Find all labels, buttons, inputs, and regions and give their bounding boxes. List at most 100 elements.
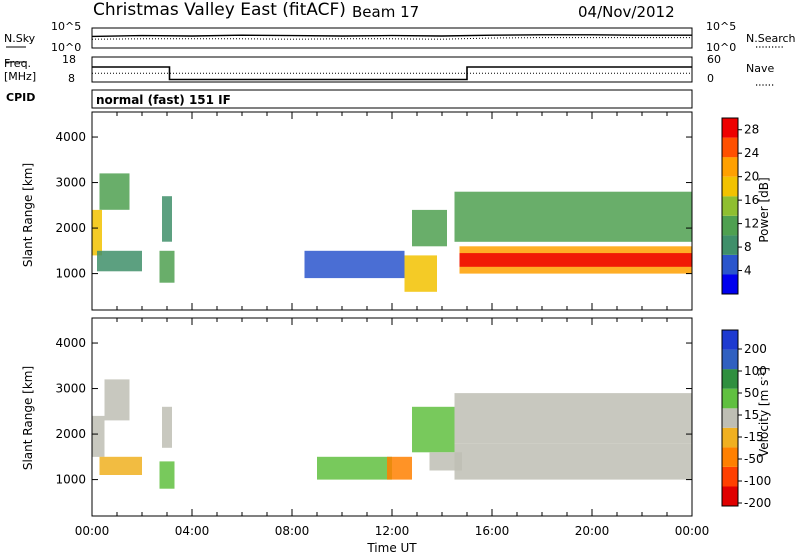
- nsearch-right-tick-bottom: 10^0: [706, 41, 736, 54]
- colorbar-segment: [722, 408, 738, 428]
- heatmap-region: [429, 452, 462, 471]
- heatmap-region: [454, 393, 692, 444]
- colorbar-tick-label: 4: [744, 264, 752, 278]
- y-tick-label: 1000: [55, 473, 86, 487]
- nsearch-label: N.Search: [746, 32, 796, 45]
- y-tick-label: 4000: [55, 336, 86, 350]
- heatmap-region: [404, 255, 437, 292]
- colorbar-segment: [722, 486, 738, 506]
- y-tick-label: 2000: [55, 221, 86, 235]
- freq-series-line: [92, 66, 692, 81]
- heatmap-region: [454, 443, 692, 480]
- heatmap-region: [454, 191, 692, 242]
- freq-unit-label: [MHz]: [4, 70, 36, 83]
- colorbar-segment: [722, 466, 738, 487]
- power-colorbar-label: Power [dB]: [757, 177, 771, 242]
- colorbar-tick-label: -100: [744, 474, 771, 488]
- nsearch-series-line: [91, 37, 692, 40]
- colorbar-tick-label: 200: [744, 342, 767, 356]
- heatmap-region: [97, 250, 142, 272]
- colorbar-segment: [722, 388, 738, 409]
- y-tick-label: 2000: [55, 427, 86, 441]
- colorbar-tick-label: -15: [744, 430, 764, 444]
- x-tick-label: 00:00: [75, 524, 110, 538]
- velocity-colorbar: 200 100 50 15 -15 -50 -100 -200: [721, 329, 771, 510]
- heatmap-region: [304, 250, 405, 279]
- heatmap-region: [459, 253, 692, 267]
- heatmap-region: [412, 406, 455, 453]
- heatmap-region: [317, 456, 392, 480]
- date-label: 04/Nov/2012: [578, 3, 675, 21]
- heatmap-region: [159, 250, 175, 283]
- heatmap-region: [159, 461, 175, 489]
- colorbar-segment: [722, 427, 738, 448]
- cpid-label: CPID: [6, 91, 35, 104]
- colorbar-segment: [722, 447, 738, 467]
- nsky-left-tick-top: 10^5: [51, 20, 81, 33]
- velocity-y-axis-label: Slant Range [km]: [21, 366, 35, 470]
- colorbar-tick-label: 16: [744, 193, 759, 207]
- colorbar-segment: [722, 254, 738, 275]
- colorbar-tick-label: 15: [744, 408, 759, 422]
- heatmap-region: [162, 406, 172, 448]
- freq-tick-top: 18: [62, 53, 76, 66]
- heatmap-region: [99, 173, 130, 210]
- power-x-ticks: [91, 112, 693, 310]
- heatmap-region: [162, 196, 172, 242]
- nsky-label: N.Sky: [4, 32, 36, 45]
- colorbar-segment: [722, 176, 738, 197]
- nsearch-right-tick-top: 10^5: [706, 20, 736, 33]
- colorbar-tick-label: 100: [744, 364, 767, 378]
- freq-panel-frame: [91, 56, 693, 83]
- colorbar-segment: [722, 349, 738, 370]
- nave-tick-top: 60: [707, 53, 721, 66]
- colorbar-segment: [722, 157, 738, 177]
- nave-tick-bottom: 0: [707, 72, 714, 85]
- velocity-y-ticks: 1000 2000 3000 4000: [55, 336, 692, 487]
- colorbar-tick-label: 12: [744, 217, 759, 231]
- x-tick-label: 00:00: [675, 524, 710, 538]
- cpid-panel-frame: [91, 89, 693, 109]
- x-tick-label: 16:00: [475, 524, 510, 538]
- colorbar-frame: [721, 329, 739, 507]
- power-colorbar: 4 8 12 16 20 24 28: [721, 117, 759, 295]
- velocity-x-ticks: 00:00 04:00 08:00 12:00 16:00 20:00 00:00: [75, 318, 710, 538]
- colorbar-tick-label: 50: [744, 386, 759, 400]
- y-tick-label: 1000: [55, 267, 86, 281]
- colorbar-segment: [722, 369, 738, 389]
- colorbar-tick-label: -50: [744, 452, 764, 466]
- heatmap-region: [92, 209, 102, 256]
- y-tick-label: 3000: [55, 176, 86, 190]
- nsky-left-tick-bottom: 10^0: [51, 41, 81, 54]
- colorbar-tick-label: 24: [744, 146, 759, 160]
- heatmap-region: [92, 415, 105, 457]
- x-tick-label: 08:00: [275, 524, 310, 538]
- heatmap-region: [412, 209, 447, 247]
- nsky-series-line: [91, 34, 692, 38]
- colorbar-segment: [722, 118, 738, 138]
- colorbar-segment: [722, 330, 738, 350]
- x-tick-label: 04:00: [175, 524, 210, 538]
- beam-label: Beam 17: [352, 3, 419, 21]
- freq-tick-bottom: 8: [68, 72, 75, 85]
- freq-label: Freq.: [4, 57, 31, 70]
- colorbar-tick-label: 20: [744, 170, 759, 184]
- colorbar-tick-label: 28: [744, 123, 759, 137]
- x-tick-label: 12:00: [375, 524, 410, 538]
- heatmap-region: [99, 456, 142, 475]
- title: Christmas Valley East (fitACF): [93, 0, 346, 20]
- nave-label: Nave: [746, 62, 774, 75]
- cpid-text: normal (fast) 151 IF: [96, 93, 231, 107]
- heatmap-region: [104, 379, 130, 421]
- power-y-axis-label: Slant Range [km]: [21, 163, 35, 267]
- velocity-colorbar-label: Velocity [m s-1]: [757, 367, 772, 457]
- colorbar-tick-label: -200: [744, 496, 771, 510]
- colorbar-segment: [722, 196, 738, 216]
- colorbar-segment: [722, 274, 738, 294]
- velocity-heatmap: [92, 379, 692, 489]
- x-axis-label: Time UT: [366, 541, 417, 554]
- colorbar-segment: [722, 137, 738, 158]
- y-tick-label: 4000: [55, 130, 86, 144]
- power-y-ticks: 1000 2000 3000 4000: [55, 130, 692, 281]
